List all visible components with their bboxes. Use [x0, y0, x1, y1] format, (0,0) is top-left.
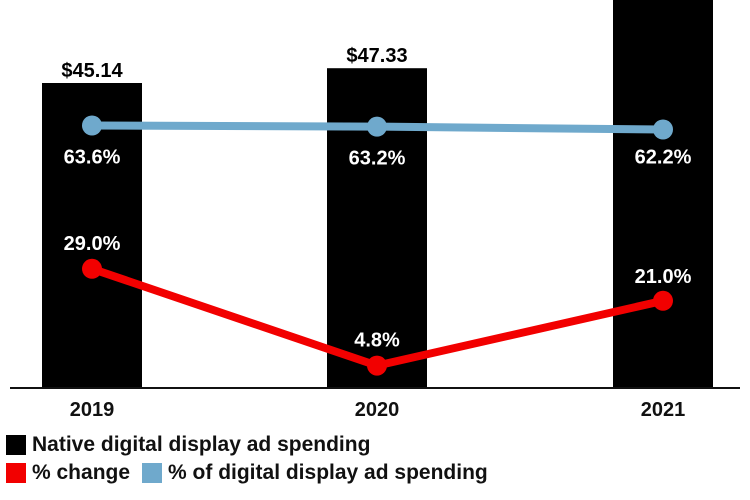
change-point-2021 — [653, 290, 673, 311]
x-tick-label-2019: 2019 — [70, 399, 115, 421]
bar-2021 — [613, 0, 713, 388]
legend-item-native-spending: Native digital display ad spending — [6, 433, 370, 457]
bar-value-label-2019: $45.14 — [61, 60, 123, 82]
change-point-2020 — [367, 355, 387, 376]
bar-value-label-2020: $47.33 — [346, 45, 407, 67]
legend-item-pct-change: % change — [6, 461, 130, 485]
change-label-2019: 29.0% — [64, 233, 121, 255]
legend-label-pct-change: % change — [32, 461, 131, 484]
change-point-2019 — [82, 258, 102, 279]
x-tick-label-2021: 2021 — [641, 399, 686, 421]
legend-label-native-spending: Native digital display ad spending — [32, 433, 371, 456]
legend-swatch-native-spending — [6, 435, 26, 455]
share-point-2020 — [367, 116, 387, 137]
legend-row-1: Native digital display ad spending — [6, 433, 382, 457]
legend-row-2: % change % of digital display ad spendin… — [6, 461, 500, 485]
legend-label-pct-of-display: % of digital display ad spending — [168, 461, 488, 484]
change-label-2020: 4.8% — [354, 330, 400, 352]
share-point-2021 — [653, 119, 673, 140]
share-label-2020: 63.2% — [349, 148, 406, 170]
share-label-2021: 62.2% — [635, 147, 692, 169]
share-label-2019: 63.6% — [64, 146, 121, 168]
legend-item-pct-of-display: % of digital display ad spending — [142, 461, 488, 485]
legend-swatch-pct-of-display — [142, 463, 163, 483]
change-label-2021: 21.0% — [635, 266, 692, 288]
x-axis-ticks: 2019 2020 2021 — [70, 399, 686, 421]
lines-layer — [82, 115, 673, 376]
labels-layer: $45.14 $47.33 63.6% 63.2% 62.2% 29.0% 4.8% 21.0… — [61, 45, 691, 351]
legend-swatch-pct-change — [6, 463, 26, 483]
x-tick-label-2020: 2020 — [355, 399, 400, 421]
share-point-2019 — [82, 115, 102, 136]
